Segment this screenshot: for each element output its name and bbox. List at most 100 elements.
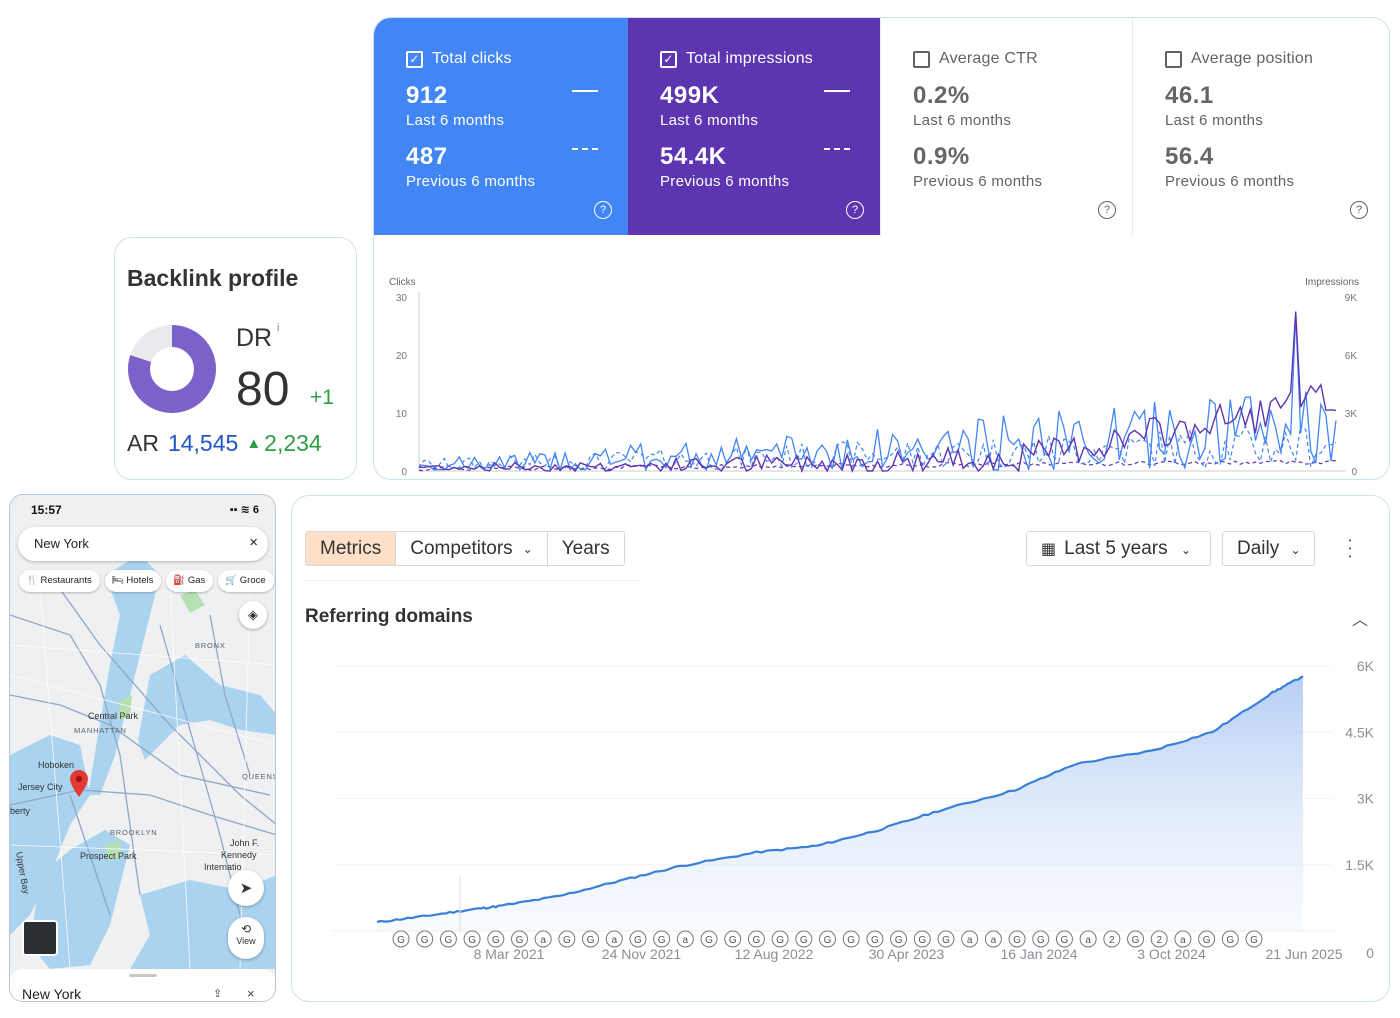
ar-row: AR 14,545 ▲ 2,234 [127,430,322,457]
map-label-international: Internatio [204,862,242,872]
help-icon[interactable]: ? [1098,201,1116,219]
help-icon[interactable]: ? [1350,201,1368,219]
chip-label: Groce [239,575,266,586]
google-update-marker-icon: G [1221,930,1239,948]
checkbox-unchecked-icon[interactable] [913,50,930,68]
metric-current-value: 912 [406,82,448,109]
chip-gas[interactable]: ⛽ Gas [166,570,214,592]
metric-previous-period: Previous 6 months [913,173,1043,190]
google-update-marker-icon: G [1032,930,1050,948]
referring-domains-card: Metrics Competitors ⌄ Years ▦ Last 5 years… [291,495,1390,1002]
solid-line-legend-icon [572,90,598,92]
dr-delta: +1 [310,386,334,409]
map-label-kennedy: Kennedy [221,850,257,860]
close-icon[interactable]: × [249,534,258,551]
chevron-down-icon: ⌄ [522,542,533,556]
series-clicks-previous [418,423,1337,471]
google-update-marker-icon: G [913,930,931,948]
chevron-down-icon: ⌄ [1180,543,1191,557]
tab-years[interactable]: Years [548,532,624,565]
checkbox-unchecked-icon[interactable] [1165,50,1182,68]
street-view-button[interactable]: ⟲ View [228,917,264,959]
drag-handle[interactable] [129,974,157,977]
checkbox-checked-icon[interactable]: ✓ [660,50,677,68]
metric-average-ctr[interactable]: Average CTR 0.2% Last 6 months 0.9% Prev… [880,18,1132,235]
layers-icon: ◈ [248,607,258,622]
metric-previous-period: Previous 6 months [406,173,536,190]
tab-metrics[interactable]: Metrics [306,532,397,565]
metric-label: Total impressions [686,50,814,67]
dr-donut-chart [128,325,216,413]
marker-circle [392,930,410,948]
google-update-marker-icon: G [1127,930,1145,948]
marker-circle [1150,930,1168,948]
metric-previous-period: Previous 6 months [1165,173,1295,190]
marker-glyph: a [683,935,689,946]
chip-label: Gas [187,575,206,586]
map-label-queens: QUEENS [242,772,276,781]
help-icon[interactable]: ? [846,201,864,219]
clicks-impressions-chart[interactable]: ClicksImpressions30201009K6K3K0204060801… [374,248,1390,480]
checkbox-checked-icon[interactable]: ✓ [406,50,423,68]
tab-label: Years [561,538,610,559]
calendar-icon: ▦ [1041,541,1057,558]
info-icon[interactable]: i [277,322,280,334]
metric-label: Average position [1191,50,1314,67]
y-axis-label-left: Clicks [389,277,416,288]
marker-glyph: G [1013,935,1021,946]
chart-title: Referring domains [305,606,473,627]
metric-total-clicks[interactable]: ✓ Total clicks 912 Last 6 months 487 Prev… [374,18,628,235]
tab-label: Competitors [410,538,513,559]
y-axis-label-right: Impressions [1305,277,1359,288]
collapse-chevron-icon[interactable]: ︿ [1352,612,1369,629]
google-update-marker-icon: G [795,930,813,948]
marker-circle [771,930,789,948]
metric-total-impressions[interactable]: ✓ Total impressions 499K Last 6 months 54… [628,18,880,235]
tab-competitors[interactable]: Competitors ⌄ [396,532,548,565]
metric-average-position[interactable]: Average position 46.1 Last 6 months 56.4… [1132,18,1384,235]
marker-glyph: G [705,935,713,946]
marker-circle [605,930,623,948]
marker-glyph: G [871,935,879,946]
google-update-marker-icon: G [771,930,789,948]
marker-circle [1008,930,1026,948]
marker-glyph: G [800,935,808,946]
search-input[interactable]: New York × [18,527,268,561]
close-icon[interactable]: × [247,986,255,1001]
view-tabs: Metrics Competitors ⌄ Years [305,531,625,566]
share-icon[interactable]: ⇪ [213,988,223,1000]
more-options-icon[interactable]: · · · [1346,529,1354,567]
date-range-label: Last 5 years [1064,538,1168,559]
marker-glyph: a [611,935,617,946]
status-time: 15:57 [31,503,62,517]
metric-current-period: Last 6 months [913,112,1012,129]
marker-glyph: a [991,935,997,946]
date-range-dropdown[interactable]: ▦ Last 5 years ⌄ [1026,531,1211,566]
granularity-dropdown[interactable]: Daily ⌄ [1222,531,1315,566]
maps-phone-screenshot: 15:57 ▪▪ ≋ 6 New York × 🍴 Restaurants 🛏 … [9,494,276,1002]
chevron-down-icon: ⌄ [1290,543,1301,557]
chip-restaurants[interactable]: 🍴 Restaurants [19,570,100,592]
marker-glyph: G [776,935,784,946]
help-icon[interactable]: ? [594,201,612,219]
chip-hotels[interactable]: 🛏 Hotels [104,570,162,592]
google-update-marker-icon: G [819,930,836,948]
view-label: View [236,936,256,946]
bottom-sheet[interactable]: New York ⇪ × [10,969,275,1001]
map-label-bronx: BRONX [195,641,226,650]
photo-thumbnail[interactable] [22,920,58,956]
y-tick-label: 6K [1357,658,1375,674]
chip-groceries[interactable]: 🛒 Groce [218,570,274,592]
marker-circle [582,930,600,948]
map-label-prospect-park: Prospect Park [80,851,137,861]
marker-glyph: G [421,935,429,946]
y-tick-label: 1.5K [1345,857,1374,873]
x-tick-label: 30 Apr 2023 [869,946,945,962]
marker-circle [700,930,718,948]
layers-button[interactable]: ◈ [239,601,267,629]
location-pin-icon[interactable] [69,770,89,798]
x-tick-label: 3 Oct 2024 [1137,946,1206,962]
navigate-button[interactable]: ➤ [228,870,264,906]
dashed-line-legend-icon [824,148,850,150]
